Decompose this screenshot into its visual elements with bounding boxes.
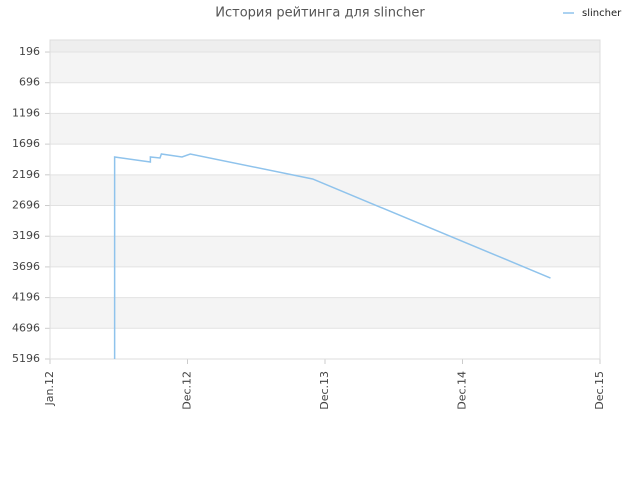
series-line <box>113 153 551 359</box>
grid-band <box>50 113 600 145</box>
y-tick-label: 5196 <box>12 352 40 365</box>
grid-band <box>50 328 600 359</box>
x-tick-label: Dec.15 <box>593 371 606 410</box>
chart-title: История рейтинга для slincher <box>215 6 425 21</box>
grid-band <box>50 82 600 114</box>
x-tick-label: Dec.14 <box>456 371 469 410</box>
y-tick-label: 696 <box>19 76 40 89</box>
y-tick-label: 3696 <box>12 260 40 273</box>
x-tick-label: Dec.13 <box>318 371 331 410</box>
y-tick-label: 3196 <box>12 229 40 242</box>
grid-band <box>50 266 600 298</box>
legend-label: slincher <box>582 8 622 19</box>
grid-band <box>50 144 600 175</box>
y-tick-label: 4696 <box>12 321 40 334</box>
grid-band <box>50 236 600 267</box>
y-tick-label: 4196 <box>12 291 40 304</box>
x-tick-label: Jan.12 <box>43 371 56 406</box>
grid-band <box>50 174 600 206</box>
grid-band <box>50 297 600 329</box>
y-tick-label: 1196 <box>12 106 40 119</box>
grid-band <box>50 40 600 53</box>
y-tick-label: 2196 <box>12 168 40 181</box>
y-tick-label: 2696 <box>12 199 40 212</box>
y-tick-label: 196 <box>19 45 40 58</box>
grid-band <box>50 205 600 237</box>
grid-band <box>50 52 600 83</box>
x-tick-label: Dec.12 <box>181 371 194 410</box>
plot-frame <box>49 39 601 360</box>
y-tick-label: 1696 <box>12 137 40 150</box>
